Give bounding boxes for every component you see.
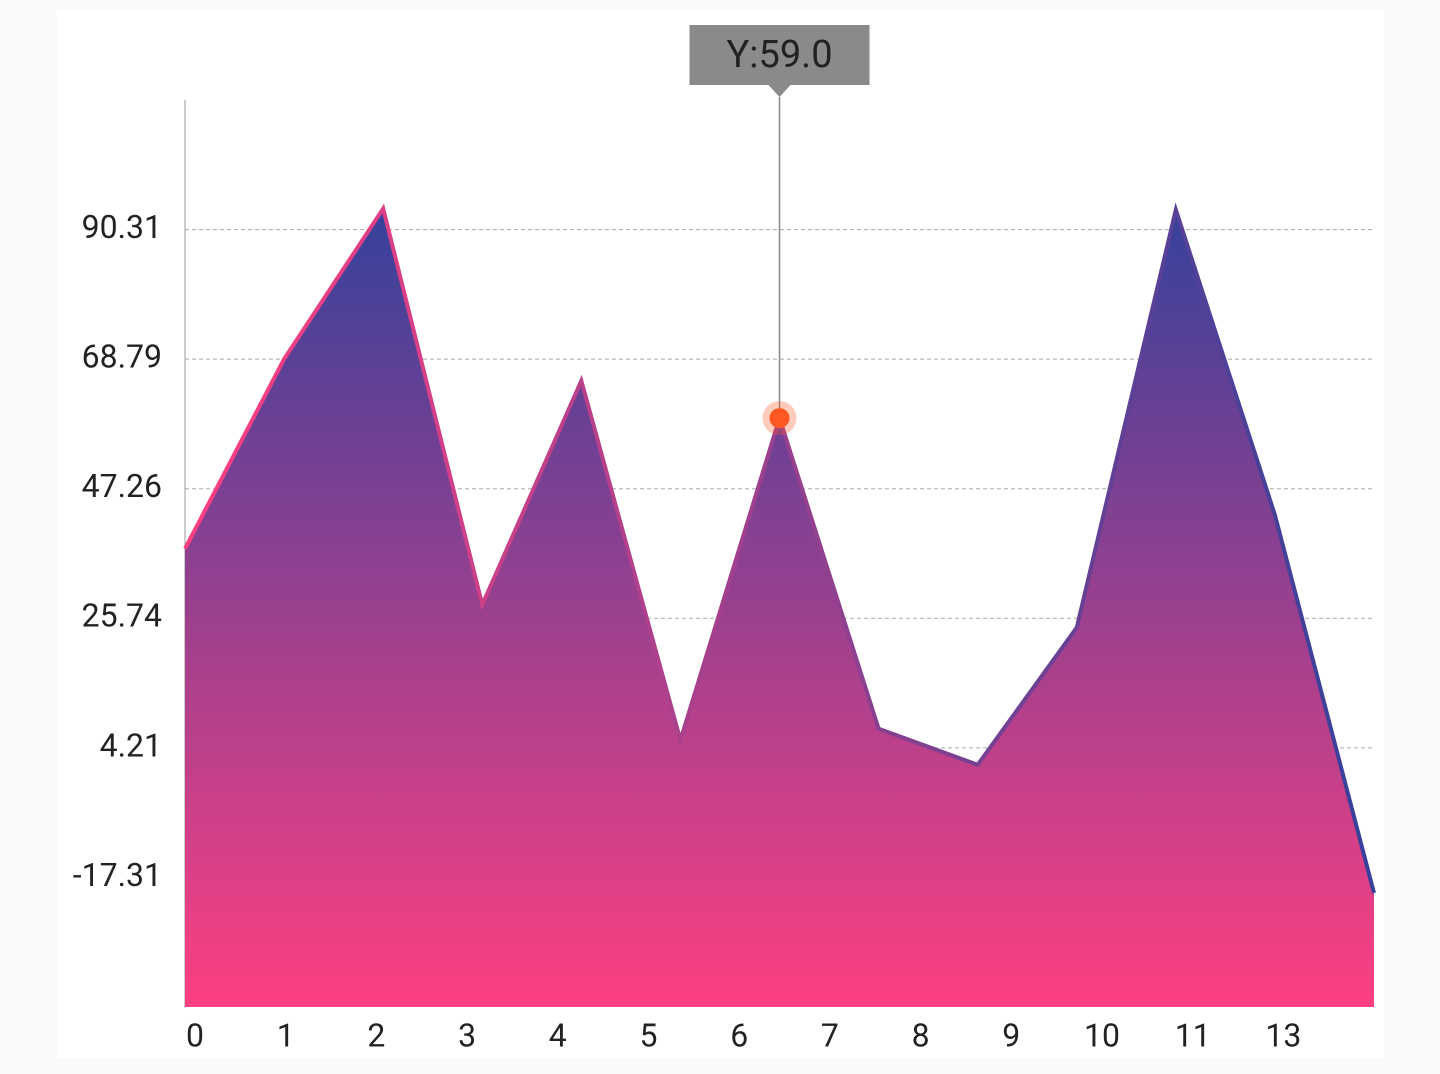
x-tick-label: 6 — [730, 1016, 748, 1054]
x-tick-label: 8 — [912, 1016, 930, 1054]
x-tick-label: 2 — [367, 1016, 385, 1054]
y-tick-label: 47.26 — [82, 467, 162, 505]
highlight-point — [769, 408, 790, 429]
y-tick-label: 68.79 — [82, 338, 162, 376]
tooltip-box — [689, 25, 870, 85]
x-tick-label: 9 — [1002, 1016, 1020, 1054]
y-tick-label: 4.21 — [100, 726, 162, 764]
tooltip-text: Y:59.0 — [726, 33, 832, 77]
x-tick-label: 5 — [640, 1016, 658, 1054]
x-tick-label: 10 — [1084, 1016, 1120, 1054]
x-tick-label: 4 — [549, 1016, 567, 1054]
y-tick-label: 90.31 — [82, 208, 162, 246]
x-tick-label: 1 — [277, 1016, 295, 1054]
x-tick-label: 11 — [1175, 1016, 1211, 1054]
tooltip-pointer — [768, 85, 791, 97]
area — [185, 208, 1374, 1007]
x-tick-label: 0 — [186, 1016, 204, 1054]
y-tick-label: -17.31 — [73, 856, 162, 894]
x-tick-label: 7 — [821, 1016, 839, 1054]
x-tick-label: 13 — [1265, 1016, 1301, 1054]
y-tick-label: 25.74 — [82, 597, 162, 635]
x-tick-label: 3 — [458, 1016, 476, 1054]
